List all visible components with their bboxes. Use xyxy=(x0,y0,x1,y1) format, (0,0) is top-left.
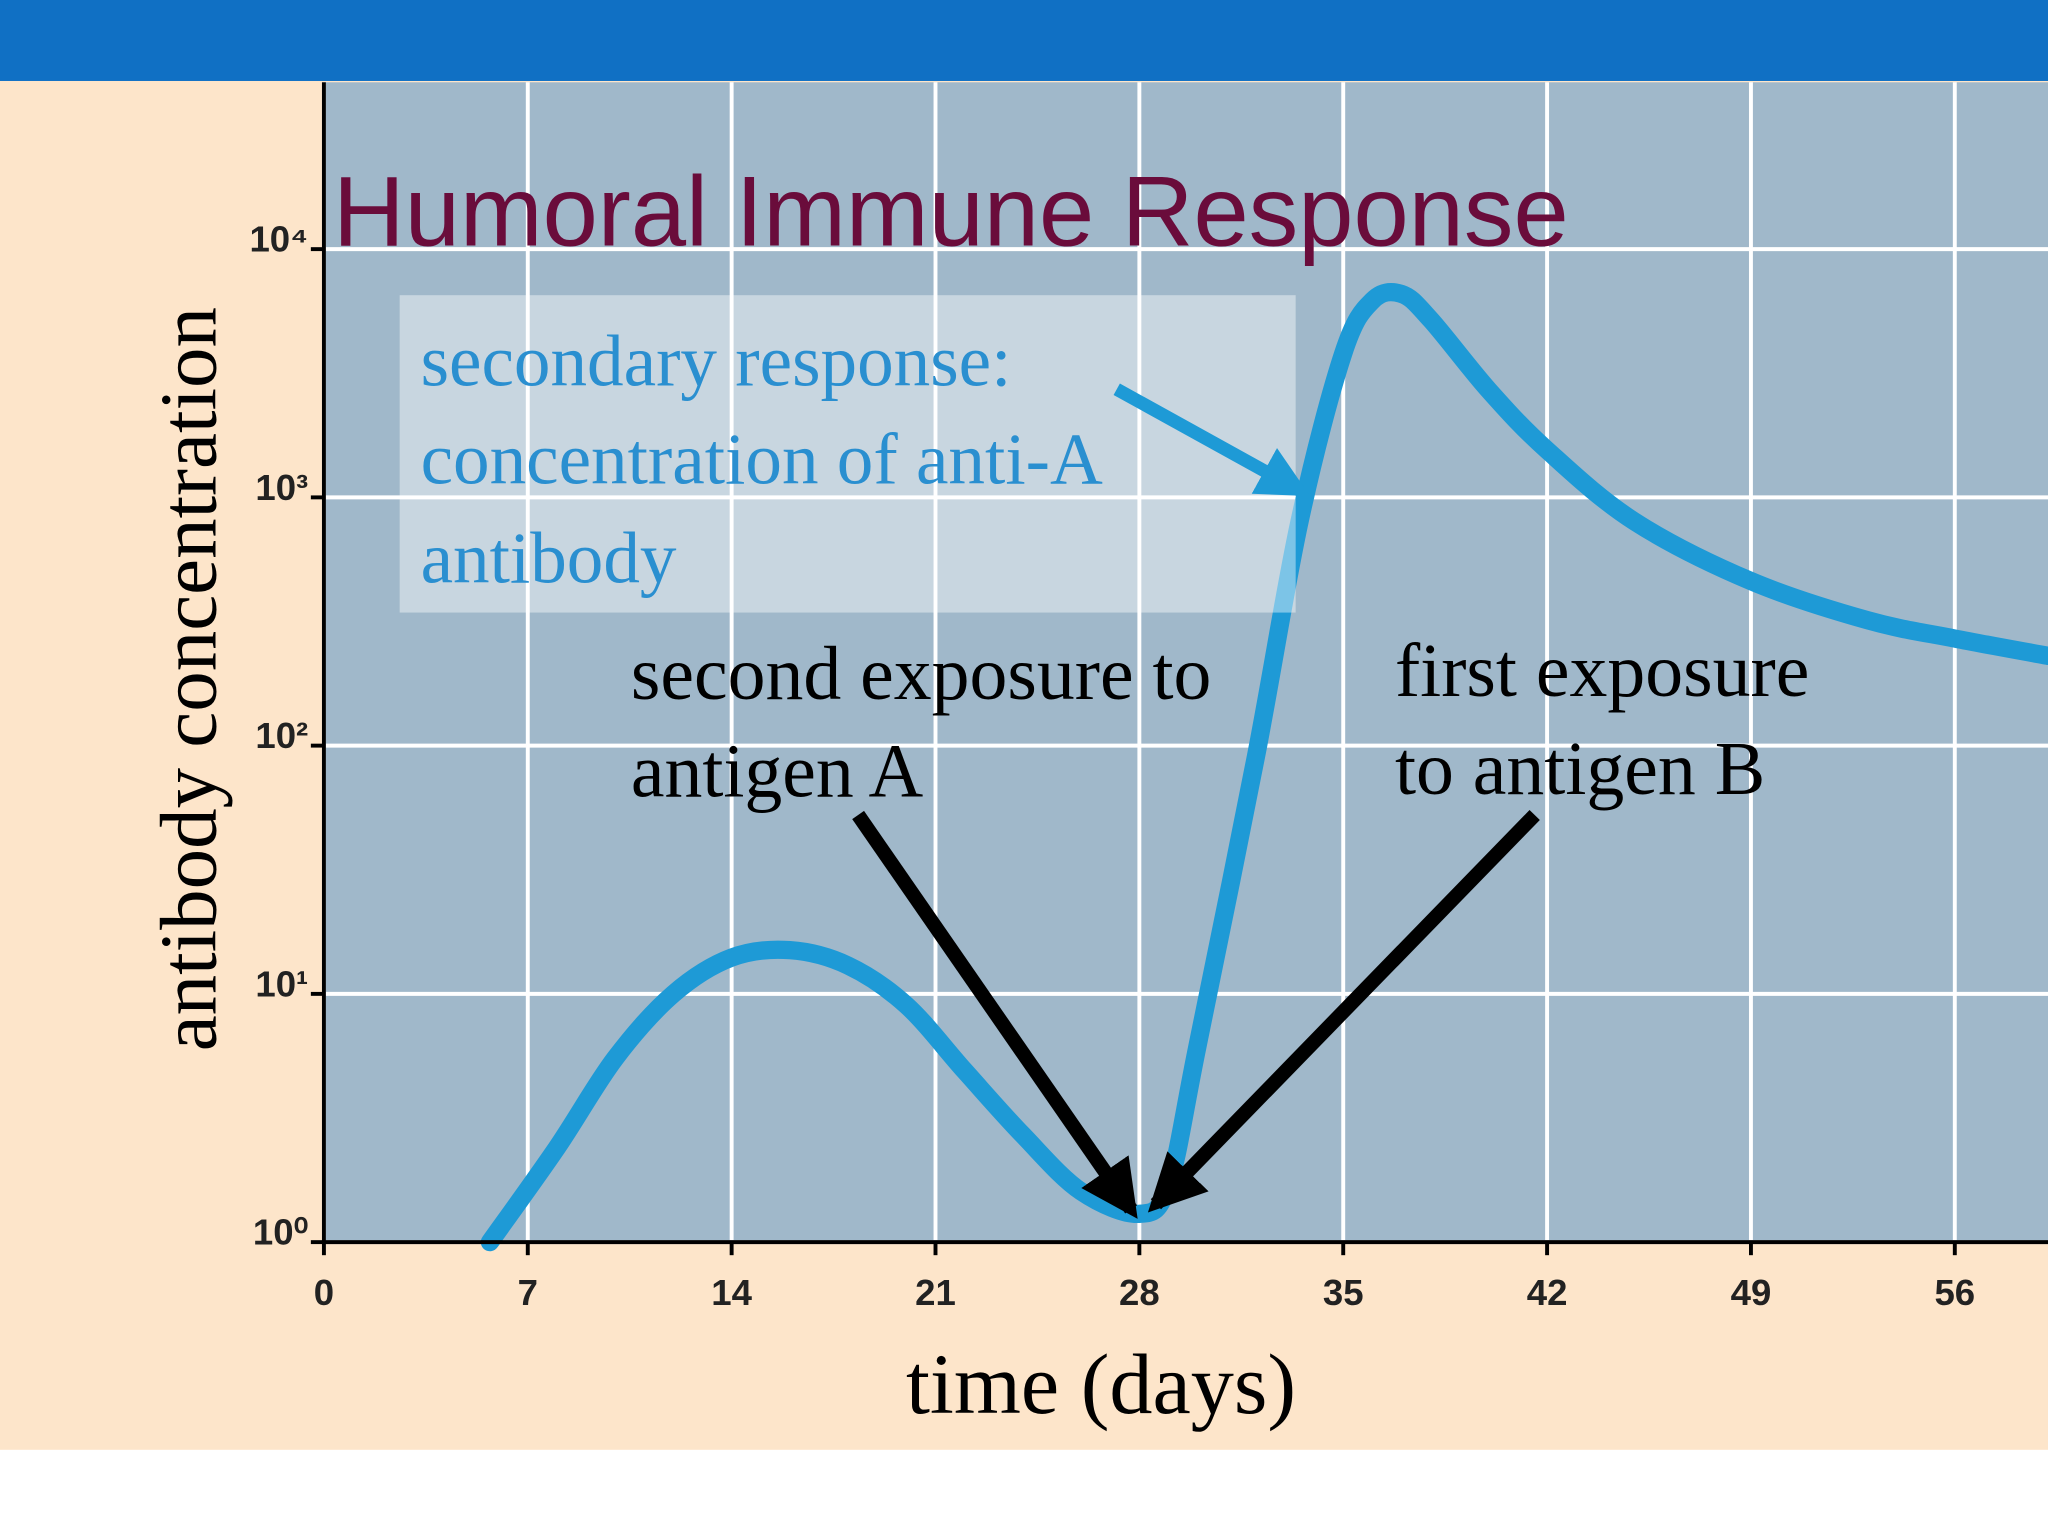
annotation-text: second exposure to xyxy=(631,632,1212,716)
annotation-text: concentration of anti-A xyxy=(421,418,1103,499)
y-tick-label: 10⁴ xyxy=(249,219,308,260)
x-axis-label: time (days) xyxy=(906,1336,1296,1432)
y-tick-label: 10² xyxy=(255,715,308,756)
x-tick-label: 56 xyxy=(1934,1272,1975,1313)
x-tick-label: 28 xyxy=(1119,1272,1160,1313)
x-tick-label: 14 xyxy=(711,1272,752,1313)
chart-title: Humoral Immune Response xyxy=(333,157,1569,268)
x-tick-label: 49 xyxy=(1731,1272,1772,1313)
x-tick-label: 42 xyxy=(1527,1272,1568,1313)
y-tick-label: 10³ xyxy=(255,467,308,508)
data-line xyxy=(480,282,2048,1252)
y-tick-label: 10¹ xyxy=(255,963,308,1004)
annotation-text: to antigen B xyxy=(1395,727,1765,811)
x-tick-label: 7 xyxy=(518,1272,538,1313)
annotation-text: first exposure xyxy=(1395,629,1809,713)
annotation-arrow xyxy=(1113,383,1311,497)
x-tick-label: 35 xyxy=(1323,1272,1364,1313)
annotation-arrow xyxy=(1147,810,1540,1213)
y-tick-label: 10⁰ xyxy=(253,1212,309,1253)
annotation-text: secondary response: xyxy=(421,320,1012,401)
header-bar xyxy=(0,0,2048,81)
annotation-text: antibody xyxy=(421,518,677,599)
y-axis-label: antibody concentration xyxy=(144,307,234,1051)
annotation-arrow xyxy=(852,810,1138,1219)
x-tick-label: 0 xyxy=(314,1272,334,1313)
annotation-text: antigen A xyxy=(631,730,924,814)
annotation-box xyxy=(399,295,1296,613)
x-tick-label: 21 xyxy=(915,1272,956,1313)
